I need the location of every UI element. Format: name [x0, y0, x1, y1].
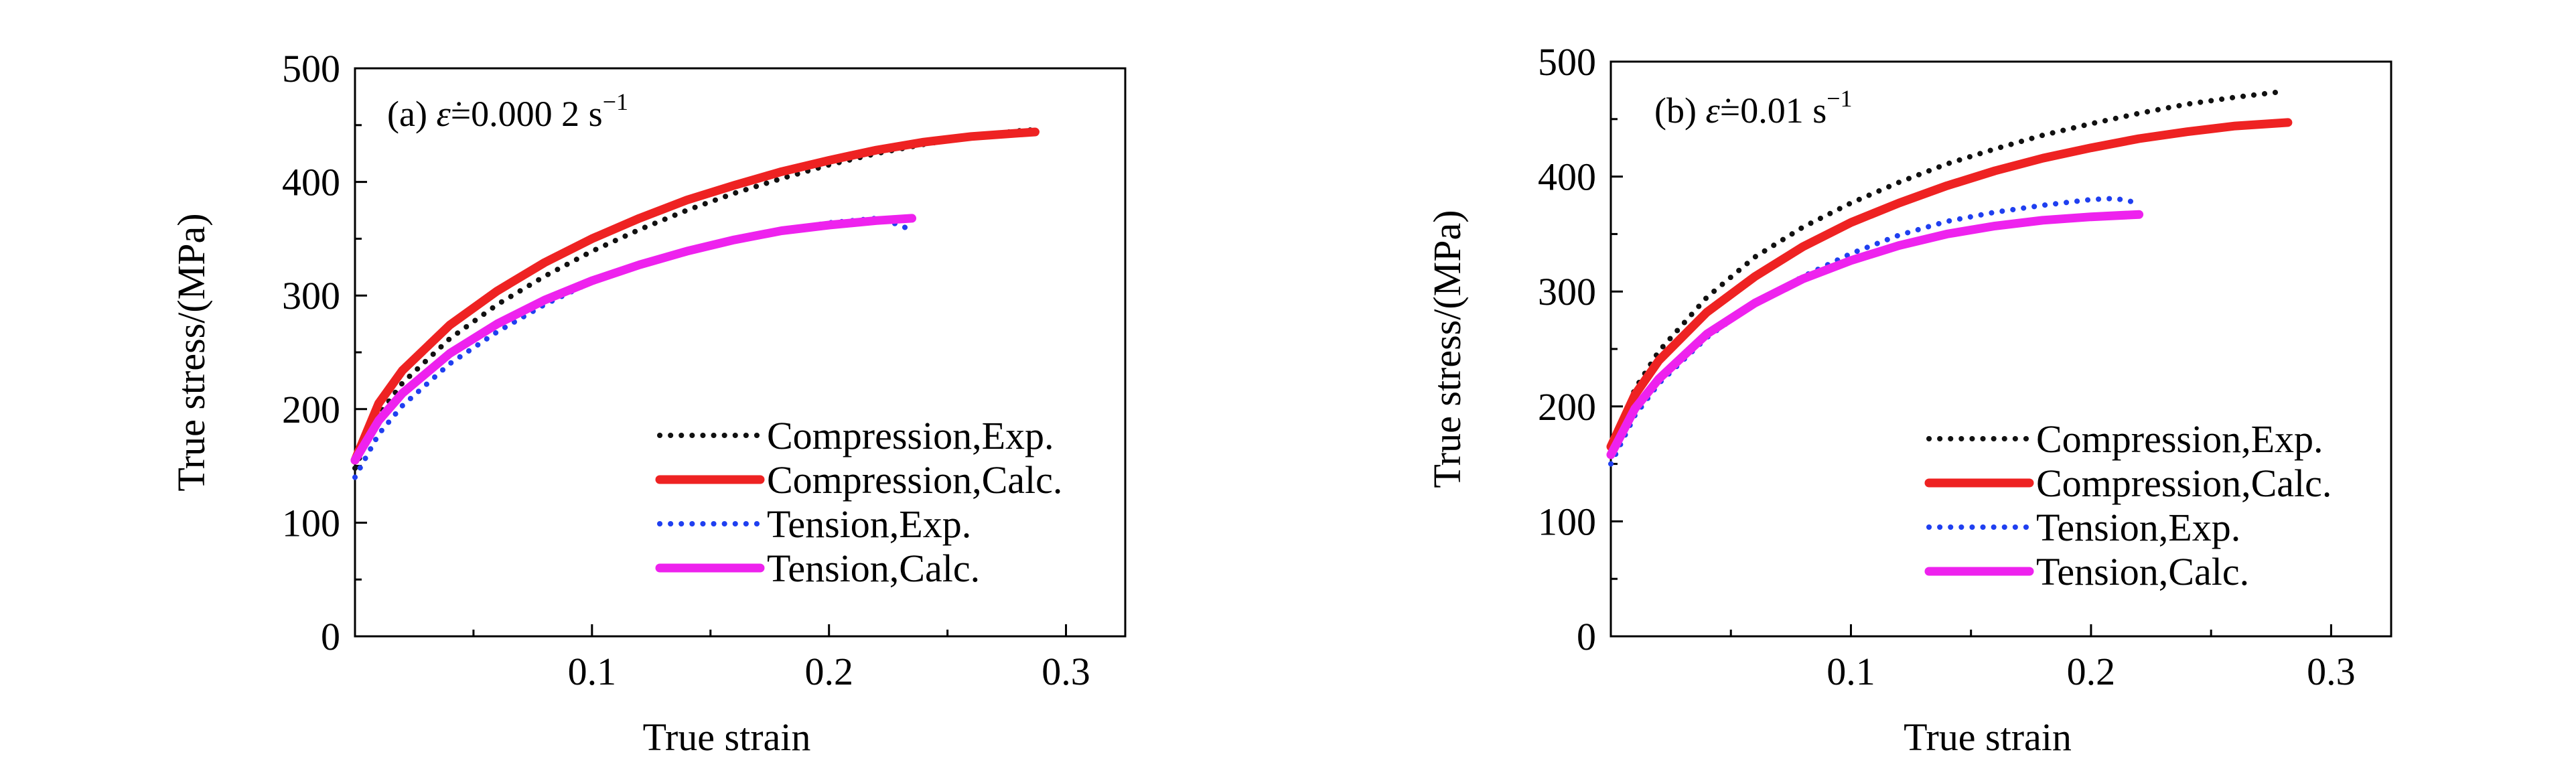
y-tick-label: 100 [282, 501, 340, 545]
series-line-tension-calc- [1606, 210, 2144, 459]
panel-letter: (b) [1654, 90, 1705, 131]
x-axis-title: True strain [643, 715, 811, 759]
y-tick-label: 500 [1538, 40, 1596, 84]
y-tick-label: 0 [1577, 615, 1596, 658]
y-tick-label: 400 [282, 161, 340, 204]
legend: Compression,Exp.Compression,Calc.Tension… [1924, 417, 2332, 593]
panel-title: (a) ε̇=0.000 2 s−1 [387, 88, 628, 134]
panel-title: (b) ε̇=0.01 s−1 [1654, 85, 1853, 131]
strain-rate-value: =0.01 s [1720, 90, 1827, 131]
y-tick-label: 400 [1538, 155, 1596, 199]
series-line-compression-exp- [352, 127, 1038, 471]
x-tick-label: 0.3 [2307, 650, 2356, 693]
series-line-compression-calc- [350, 127, 1040, 465]
strain-rate-value: =0.000 2 s [451, 94, 603, 134]
legend: Compression,Exp.Compression,Calc.Tension… [655, 414, 1062, 590]
series-line-tension-calc- [350, 214, 916, 465]
x-tick-label: 0.1 [568, 650, 617, 693]
chart-panel-b: 0 100 200 300 400 500 0.1 0.2 0.3 True strain True… [1425, 40, 2392, 759]
y-tick-label: 300 [282, 274, 340, 317]
legend-label: Tension,Calc. [2036, 550, 2249, 593]
x-tick-label: 0.3 [1042, 650, 1090, 693]
y-axis-title: True stress/(MPa) [169, 213, 213, 491]
legend-label: Compression,Exp. [767, 414, 1054, 457]
y-tick-label: 100 [1538, 500, 1596, 543]
legend-label: Tension,Exp. [767, 502, 971, 546]
y-tick-label: 0 [321, 615, 340, 658]
legend-label: Tension,Calc. [767, 547, 980, 590]
series-line-tension-exp- [1608, 196, 2142, 467]
strain-rate-exponent: −1 [1827, 85, 1852, 112]
strain-rate-exponent: −1 [603, 88, 628, 115]
y-tick-label: 200 [1538, 385, 1596, 429]
legend-label: Compression,Exp. [2036, 417, 2323, 461]
series-line-compression-exp- [1608, 88, 2286, 455]
x-tick-label: 0.2 [804, 650, 853, 693]
x-axis-title: True strain [1904, 715, 2072, 759]
legend-label: Tension,Exp. [2036, 506, 2240, 549]
y-tick-label: 500 [282, 47, 340, 90]
chart-panel-a: 0 100 200 300 400 500 0.1 0.2 0.3 True strain True… [169, 47, 1127, 759]
series-line-compression-calc- [1606, 118, 2293, 451]
legend-label: Compression,Calc. [767, 458, 1062, 502]
x-tick-label: 0.1 [1827, 650, 1875, 693]
legend-label: Compression,Calc. [2036, 461, 2332, 505]
y-axis-title: True stress/(MPa) [1425, 210, 1469, 488]
y-tick-label: 300 [1538, 270, 1596, 313]
y-tick-label: 200 [282, 388, 340, 431]
x-tick-label: 0.2 [2067, 650, 2116, 693]
panel-letter: (a) [387, 94, 436, 134]
